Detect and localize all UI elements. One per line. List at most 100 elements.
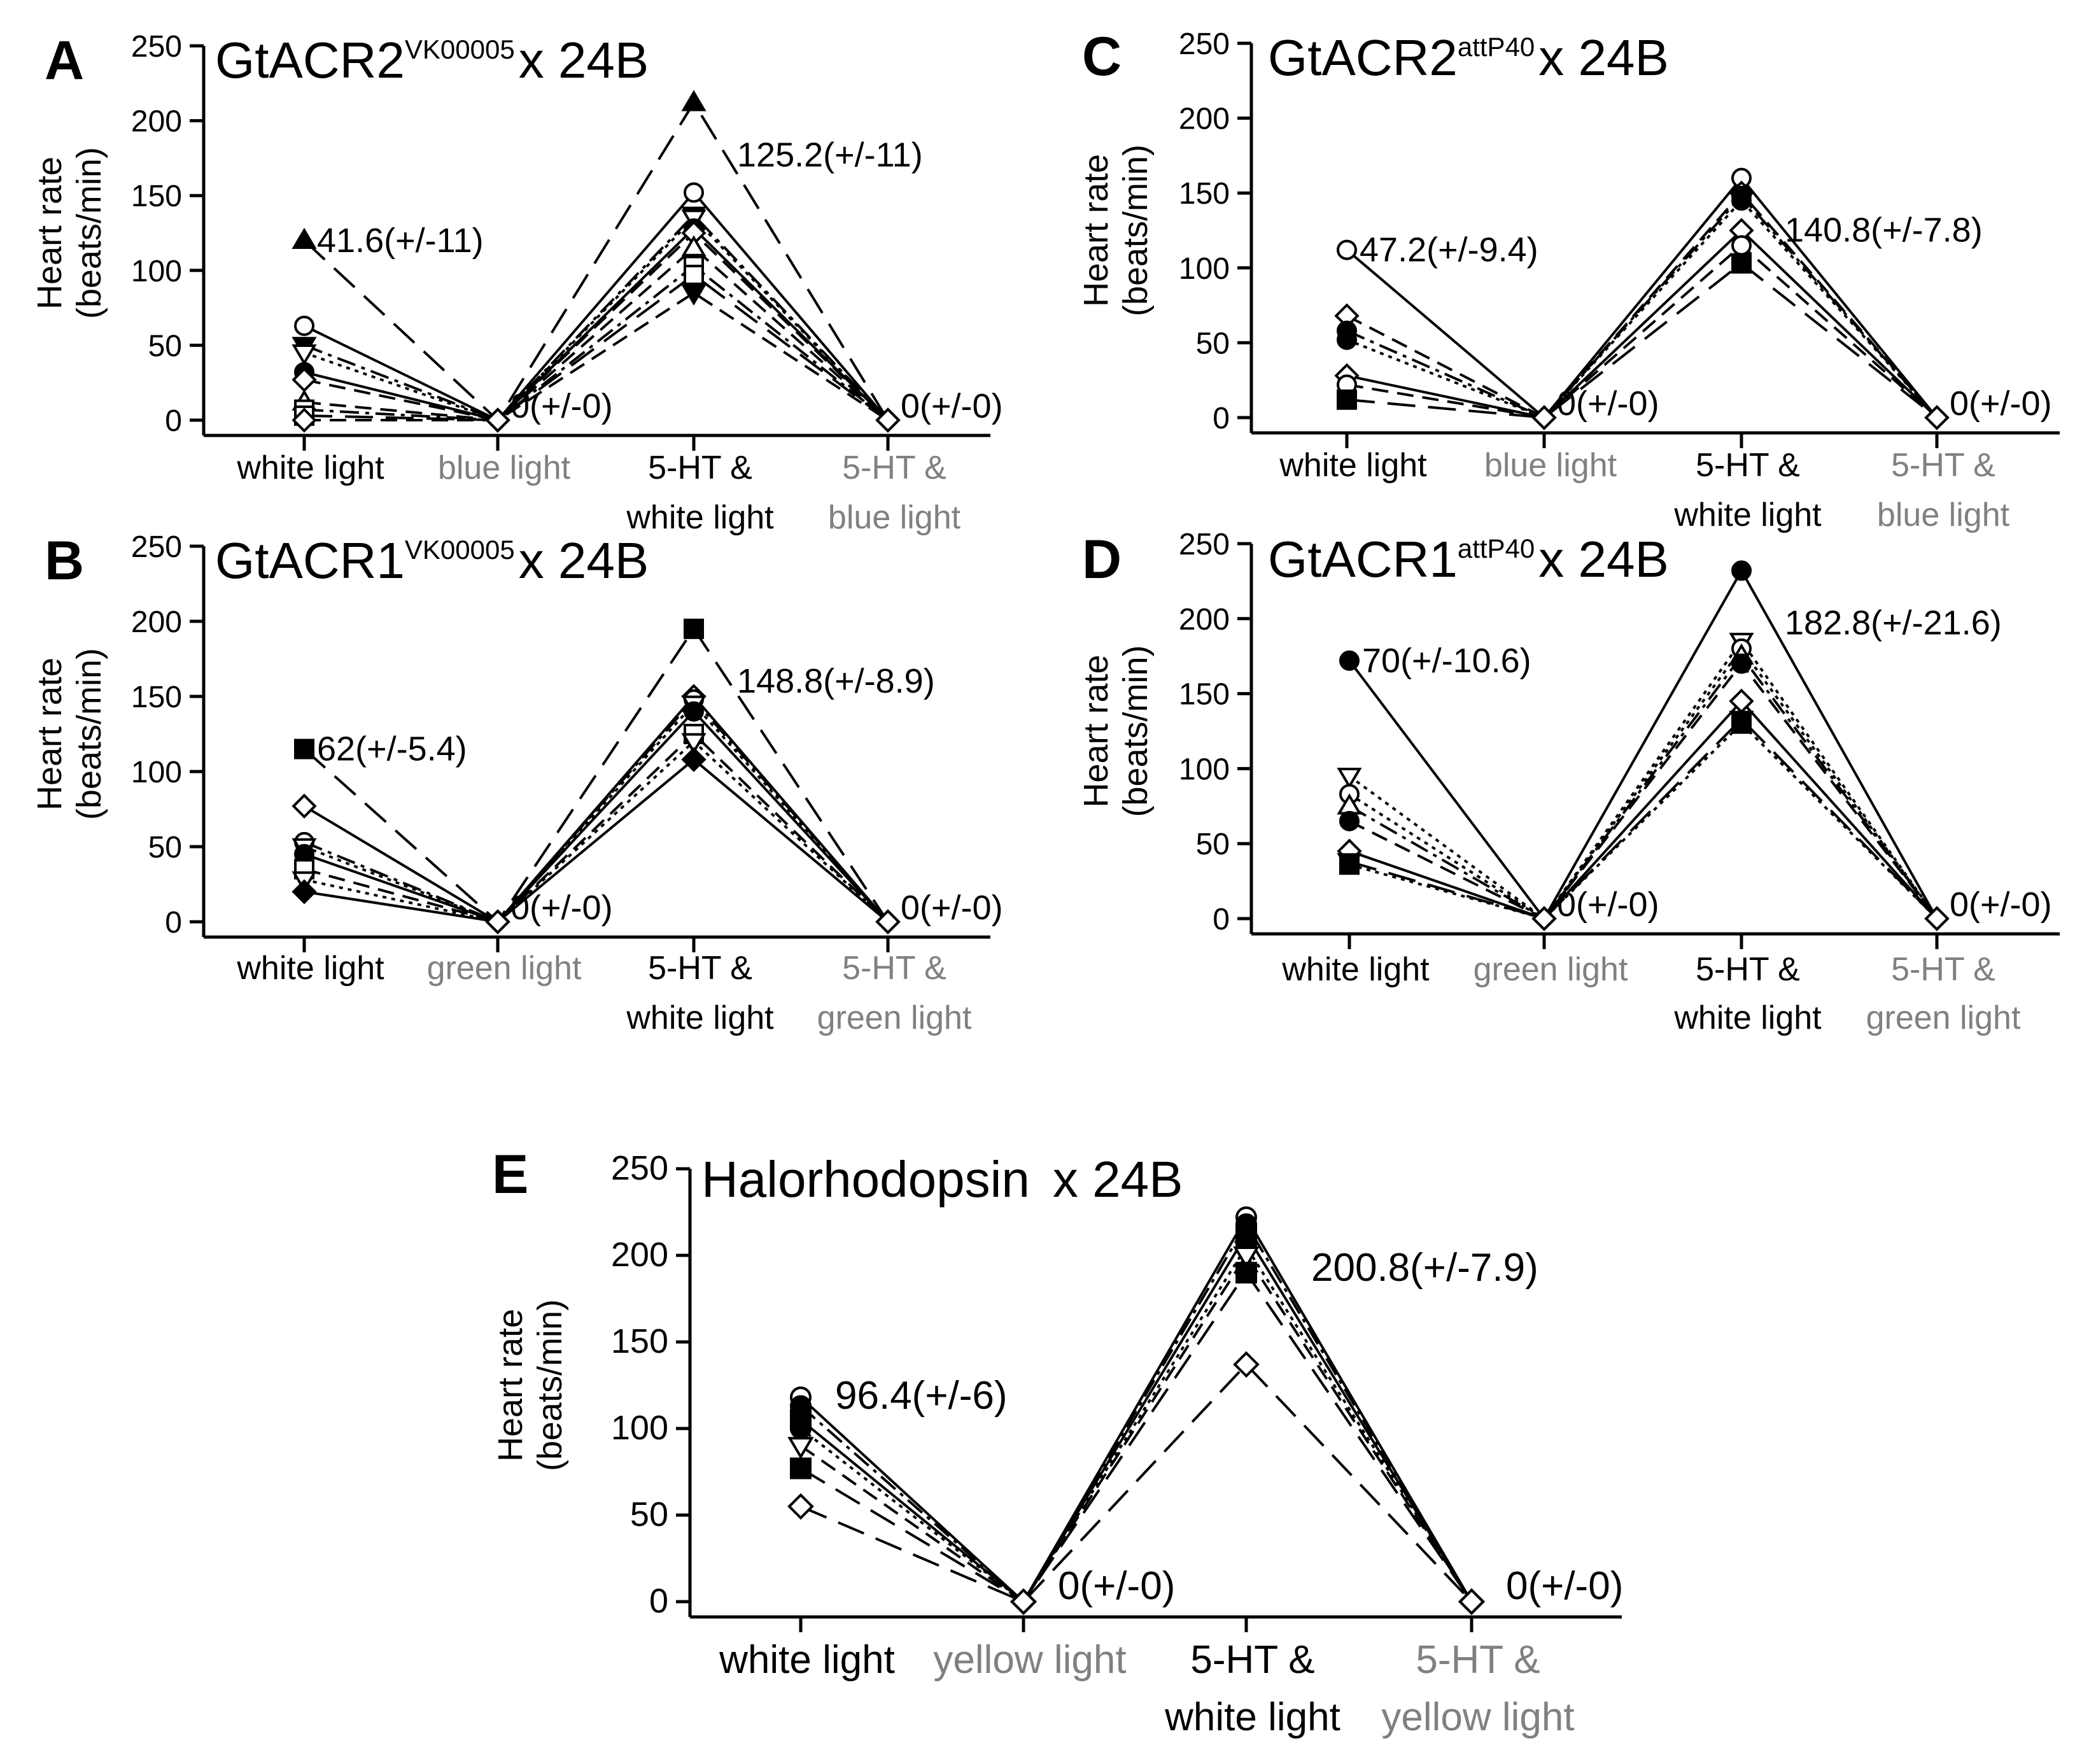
mean-annotation: 62(+/-5.4) — [317, 730, 467, 768]
chart-title-main: GtACR1 — [1268, 531, 1458, 588]
data-point — [684, 264, 704, 285]
chart-title-main: GtACR1 — [215, 532, 405, 589]
y-axis-label-line1: Heart rate — [1077, 154, 1115, 307]
mean-annotation: 0(+/-0) — [1506, 1564, 1623, 1608]
x-category-label-line2: white light — [1673, 999, 1822, 1036]
data-point — [1924, 405, 1950, 430]
data-point — [681, 284, 707, 306]
y-tick-label: 200 — [611, 1236, 668, 1274]
x-category-label: green light — [427, 950, 582, 987]
series-line — [799, 1244, 1473, 1604]
chart-title-superscript: attP40 — [1458, 32, 1535, 62]
x-category-label: 5-HT & — [1696, 951, 1800, 988]
y-axis-label-line1: Heart rate — [31, 157, 69, 309]
mean-annotation: 0(+/-0) — [510, 889, 613, 927]
x-category-label: white light — [236, 950, 384, 987]
mean-annotation: 140.8(+/-7.8) — [1785, 211, 1983, 250]
y-tick-label: 100 — [1179, 252, 1230, 286]
series-line — [1348, 639, 1938, 921]
mean-annotation: 0(+/-0) — [1557, 385, 1659, 423]
series-line — [304, 273, 889, 422]
panel-letter: C — [1082, 26, 1122, 87]
y-axis-label-line2: (beats/min) — [1116, 645, 1155, 817]
x-category-label-line2: green light — [817, 999, 972, 1036]
series-line — [304, 758, 889, 924]
data-point — [681, 733, 707, 754]
x-category-label-line2: white light — [626, 499, 774, 536]
mean-annotation: 0(+/-0) — [1950, 886, 2052, 924]
y-tick-label: 100 — [611, 1409, 668, 1447]
data-point — [1233, 1246, 1260, 1269]
chart-title-tail: x 24B — [1053, 1151, 1183, 1208]
series-line — [1348, 646, 1938, 921]
series-line — [1346, 229, 1938, 420]
data-point — [294, 738, 314, 759]
mean-annotation: 0(+/-0) — [901, 889, 1003, 927]
series-line — [304, 697, 889, 924]
data-point — [292, 344, 317, 366]
data-point — [1339, 650, 1360, 671]
y-tick-label: 200 — [131, 105, 182, 139]
series-line — [799, 1222, 1473, 1604]
x-category-label-line2: white light — [1164, 1695, 1340, 1739]
chart-title: GtACR2attP40x 24B — [1268, 29, 1669, 86]
series-line — [304, 190, 889, 422]
y-tick-label: 150 — [1179, 177, 1230, 211]
y-tick-label: 200 — [131, 605, 182, 639]
chart-title: GtACR1VK00005x 24B — [215, 532, 649, 589]
data-point — [1235, 1262, 1257, 1284]
data-point — [1731, 560, 1752, 581]
x-category-label: blue light — [1484, 447, 1617, 484]
x-category-label: 5-HT & — [1891, 447, 1995, 484]
panel-letter: E — [492, 1144, 528, 1205]
chart-title-superscript: attP40 — [1458, 533, 1535, 563]
y-tick-label: 150 — [131, 681, 182, 714]
series-line — [799, 1270, 1473, 1604]
data-point — [292, 879, 317, 905]
x-category-label: 5-HT & — [648, 950, 752, 987]
data-point — [485, 407, 510, 433]
series-line — [1348, 654, 1938, 921]
y-tick-label: 250 — [131, 530, 182, 564]
series-line — [304, 216, 889, 422]
y-axis-label-line2: (beats/min) — [1116, 145, 1155, 316]
x-category-label-line2: white light — [1673, 497, 1822, 533]
series-line — [1346, 199, 1938, 420]
y-tick-label: 100 — [1179, 752, 1230, 786]
data-point — [485, 909, 510, 935]
x-category-label: 5-HT & — [842, 449, 946, 486]
y-axis-label-line1: Heart rate — [491, 1309, 530, 1462]
panel-letter: A — [45, 30, 84, 91]
y-axis-label: Heart rate(beats/min) — [31, 147, 108, 319]
y-axis-label: Heart rate(beats/min) — [1077, 145, 1155, 316]
mean-annotation: 41.6(+/-11) — [317, 222, 484, 260]
data-point — [1731, 253, 1752, 274]
data-point — [1731, 235, 1752, 256]
x-category-label: white light — [1281, 951, 1430, 988]
y-axis-label: Heart rate(beats/min) — [31, 648, 108, 820]
data-point — [1337, 389, 1357, 410]
y-tick-label: 0 — [1213, 402, 1230, 435]
series-line — [304, 231, 889, 422]
x-category-label: white light — [1279, 447, 1427, 484]
series-line — [303, 100, 889, 423]
x-category-label-line2: blue light — [828, 499, 961, 536]
mean-annotation: 125.2(+/-11) — [737, 136, 923, 174]
chart-panel-a: A GtACR2VK00005x 24B Heart rate(beats/min)… — [31, 30, 1003, 536]
chart-title: GtACR2VK00005x 24B — [215, 32, 649, 88]
series-line — [1346, 194, 1938, 420]
series-line — [304, 264, 889, 422]
chart-panel-e: E Halorhodopsin x 24B Heart rate(beats/min)… — [491, 1144, 1623, 1739]
series-line — [799, 1232, 1473, 1604]
x-category-label: white light — [236, 449, 384, 486]
y-axis-label-line2: (beats/min) — [531, 1299, 569, 1471]
data-point — [1010, 1588, 1037, 1615]
series-line — [1349, 699, 1938, 921]
mean-annotation: 70(+/-10.6) — [1362, 642, 1531, 680]
data-point — [1337, 239, 1357, 260]
y-axis-label: Heart rate(beats/min) — [1077, 645, 1155, 817]
data-point — [1731, 653, 1752, 674]
data-point — [1731, 190, 1752, 211]
mean-annotation: 47.2(+/-9.4) — [1360, 231, 1538, 269]
